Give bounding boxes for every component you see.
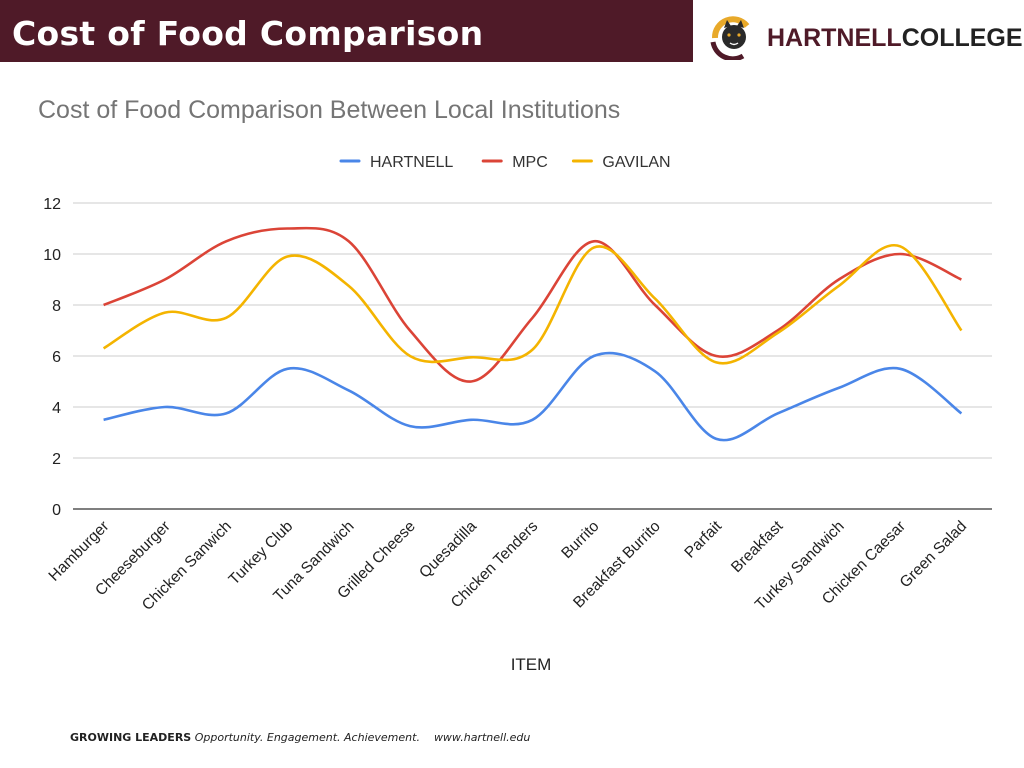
page-title: Cost of Food Comparison <box>12 14 484 53</box>
panther-mascot-icon <box>710 16 750 62</box>
chart-series-lines <box>102 226 963 442</box>
y-tick-label: 6 <box>52 349 61 366</box>
y-tick-label: 2 <box>52 451 61 468</box>
chart-legend: HARTNELL MPC GAVILAN <box>339 154 671 171</box>
y-tick-label: 8 <box>52 298 61 315</box>
footer-url[interactable]: www.hartnell.edu <box>433 731 531 744</box>
x-tick-label: Quesadilla <box>416 518 480 582</box>
legend-label: HARTNELL <box>370 154 453 171</box>
series-line-gavilan <box>102 243 963 365</box>
college-name-part2: COLLEGE <box>901 24 1023 52</box>
college-name: HARTNELLCOLLEGE <box>767 24 1023 53</box>
chart-gridlines <box>73 202 992 510</box>
legend-label: MPC <box>512 154 548 171</box>
legend-item-hartnell: HARTNELL <box>339 154 453 171</box>
y-tick-label: 4 <box>52 400 61 417</box>
legend-label: GAVILAN <box>602 154 670 171</box>
legend-item-mpc: MPC <box>481 154 548 171</box>
header-bar: Cost of Food Comparison <box>0 0 693 62</box>
series-line-mpc <box>103 226 962 383</box>
legend-item-gavilan: GAVILAN <box>571 154 671 171</box>
college-logo: HARTNELLCOLLEGE <box>707 12 1023 62</box>
y-tick-label: 0 <box>52 502 61 519</box>
series-line-hartnell <box>103 351 963 442</box>
x-tick-label: Parfait <box>681 517 725 561</box>
x-tick-label: Breakfast <box>728 517 787 576</box>
footer-tagline: Opportunity. Engagement. Achievement. <box>194 731 420 744</box>
chart-title: Cost of Food Comparison Between Local In… <box>38 96 620 124</box>
college-name-part1: HARTNELL <box>767 24 902 52</box>
y-tick-label: 12 <box>43 196 61 213</box>
y-tick-label: 10 <box>43 247 61 264</box>
footer-slogan: GROWING LEADERS <box>70 731 192 744</box>
x-axis-label: ITEM <box>511 655 552 674</box>
y-axis-ticks: 0 2 4 6 8 10 12 <box>43 196 61 519</box>
footer: GROWING LEADERS Opportunity. Engagement.… <box>70 731 530 744</box>
x-tick-label: Burrito <box>558 518 602 562</box>
x-tick-label: Hamburger <box>46 518 113 585</box>
